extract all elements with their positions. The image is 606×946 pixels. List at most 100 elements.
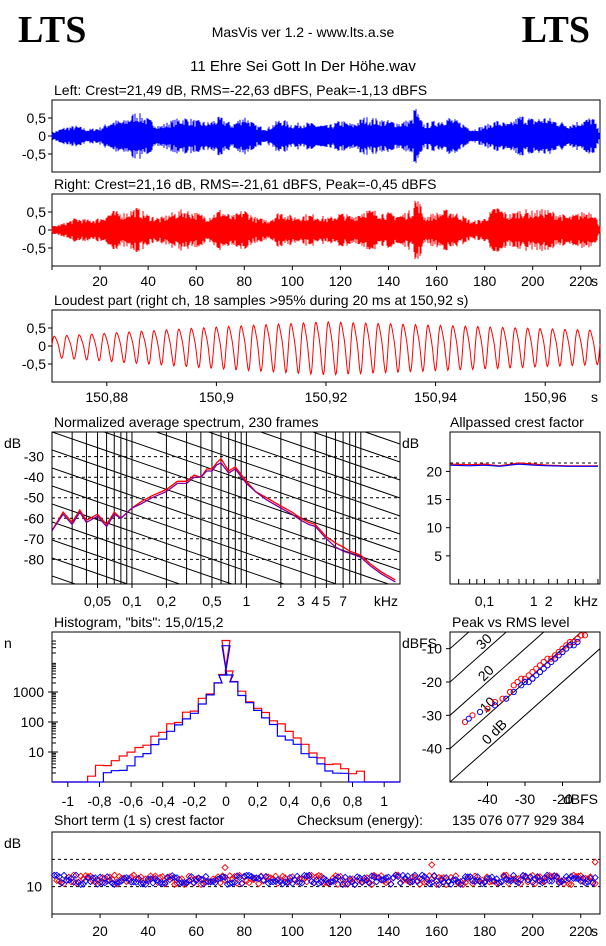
histogram-ytick-label: 100 [21,714,45,730]
peak-rms-point-left [570,642,577,649]
short-term-crest-point-left [370,873,378,881]
peak-rms-xlabel: dBFS [563,791,598,807]
short-term-crest-point-left [384,873,393,881]
spectrum-slope-line [207,432,400,499]
short-term-crest-title: Short term (1 s) crest factor [54,812,225,828]
short-term-crest-point-left [187,873,196,881]
spectrum-ytick-label: -50 [24,490,44,506]
right-waveform-xtick-label: 60 [188,273,204,289]
left-waveform-ytick-label: 0,5 [27,110,47,126]
peak-rms-point-right [555,648,562,656]
peak-rms-crest-label: 0 dB [478,716,510,748]
peak-rms-point-left [555,652,562,659]
short-term-crest-point-right [84,873,92,881]
peak-rms-ytick-label: -20 [422,674,442,690]
short-term-crest-point-left [228,879,236,887]
short-term-crest-point-left [435,880,443,889]
short-term-crest-point-left [77,880,85,889]
short-term-crest-point-right [348,875,357,883]
peak-rms-crest-label: 30 [473,630,495,652]
loudest-part-xtick-label: 150,9 [199,389,234,405]
spectrum-xtick-label: 4 [311,593,319,609]
peak-rms-point-right [484,705,491,712]
crest-factor-series-left [449,463,598,467]
short-term-crest-point-right [315,871,323,880]
spectrum-xtick-label: 0,2 [157,593,177,609]
lts-logo-left: LTS [18,9,87,51]
peak-rms-crest-line [450,632,583,750]
peak-rms-point-left [521,678,529,686]
short-term-crest-point-right [151,872,159,880]
short-term-crest-point-left [144,875,152,883]
peak-rms-crest-line [450,632,545,716]
right-waveform-xtick-label: 200 [521,273,545,289]
short-term-crest-point-right [283,878,292,886]
short-term-crest-point-right [416,880,424,888]
short-term-crest-point-left [315,879,323,887]
short-term-crest-point-right [565,880,573,888]
spectrum-slope-line [311,432,400,463]
short-term-crest-point-right [197,880,205,889]
short-term-crest-point-left [505,876,513,885]
short-term-crest-point-left [269,878,277,886]
short-term-crest-point-left [329,877,337,885]
short-term-crest-outlier [428,861,436,869]
short-term-crest-point-left [380,875,388,884]
short-term-crest-point-right [295,874,304,883]
short-term-crest-point-left [62,876,71,885]
short-term-crest-point-left [127,878,135,886]
short-term-crest-point-left [182,879,191,887]
short-term-crest-point-left [543,871,551,879]
peak-rms-point-right [566,638,574,646]
short-term-crest-point-right [255,880,263,888]
checksum-value: 135 076 077 929 384 [452,812,585,828]
short-term-crest-point-left [293,872,301,880]
short-term-crest-point-right [586,873,595,881]
peak-rms-point-left [563,645,570,652]
histogram-series-right [52,639,400,783]
peak-rms-point-right [548,655,555,662]
short-term-crest-point-left [199,880,208,888]
short-term-crest-point-left [557,877,566,886]
short-term-crest-point-left [303,872,311,880]
short-term-crest-xtick-label: 200 [521,923,545,939]
short-term-crest-point-left [202,872,210,881]
short-term-crest-point-left [262,872,270,881]
peak-rms-point-right [563,642,570,649]
short-term-crest-point-left [396,879,405,887]
short-term-crest-point-left [82,877,90,885]
loudest-part-title: Loudest part (right ch, 18 samples >95% … [54,292,469,308]
short-term-crest-point-left [60,871,68,880]
crest-factor-xtick-label: 0,1 [475,593,495,609]
short-term-crest-xtick-label: 140 [377,923,401,939]
short-term-crest-point-left [142,880,150,888]
right-waveform-xtick-label: 40 [140,273,156,289]
spectrum-series-left [52,461,396,583]
short-term-crest-point-left [89,874,97,882]
short-term-crest-xtick-label: 60 [188,923,204,939]
short-term-crest-point-left [134,874,143,882]
short-term-crest-xtick-label: 180 [473,923,497,939]
right-waveform-ytick-label: 0,5 [27,204,47,220]
peak-rms-point-left [551,655,559,662]
histogram-xtick-label: -0,8 [87,793,111,809]
crest-factor-xtick-label: 2 [545,593,553,609]
peak-rms-point-left [548,658,555,666]
short-term-crest-point-left [591,873,599,882]
spectrum-series-right [52,457,396,581]
short-term-crest-point-left [577,877,585,885]
short-term-crest-point-left [178,878,186,887]
short-term-crest-x-unit: s [591,923,598,939]
short-term-crest-point-left [519,871,527,880]
right-waveform-signal [51,200,601,260]
short-term-crest-point-left [72,871,80,879]
peak-rms-point-right [469,712,476,719]
short-term-crest-point-left [368,872,376,880]
crest-factor-ytick-label: 20 [426,463,442,479]
short-term-crest-point-left [219,873,227,881]
short-term-crest-point-left [555,879,563,887]
short-term-crest-point-left [65,876,73,884]
histogram-xtick-label: -0,2 [182,793,206,809]
short-term-crest-point-left [509,871,518,880]
